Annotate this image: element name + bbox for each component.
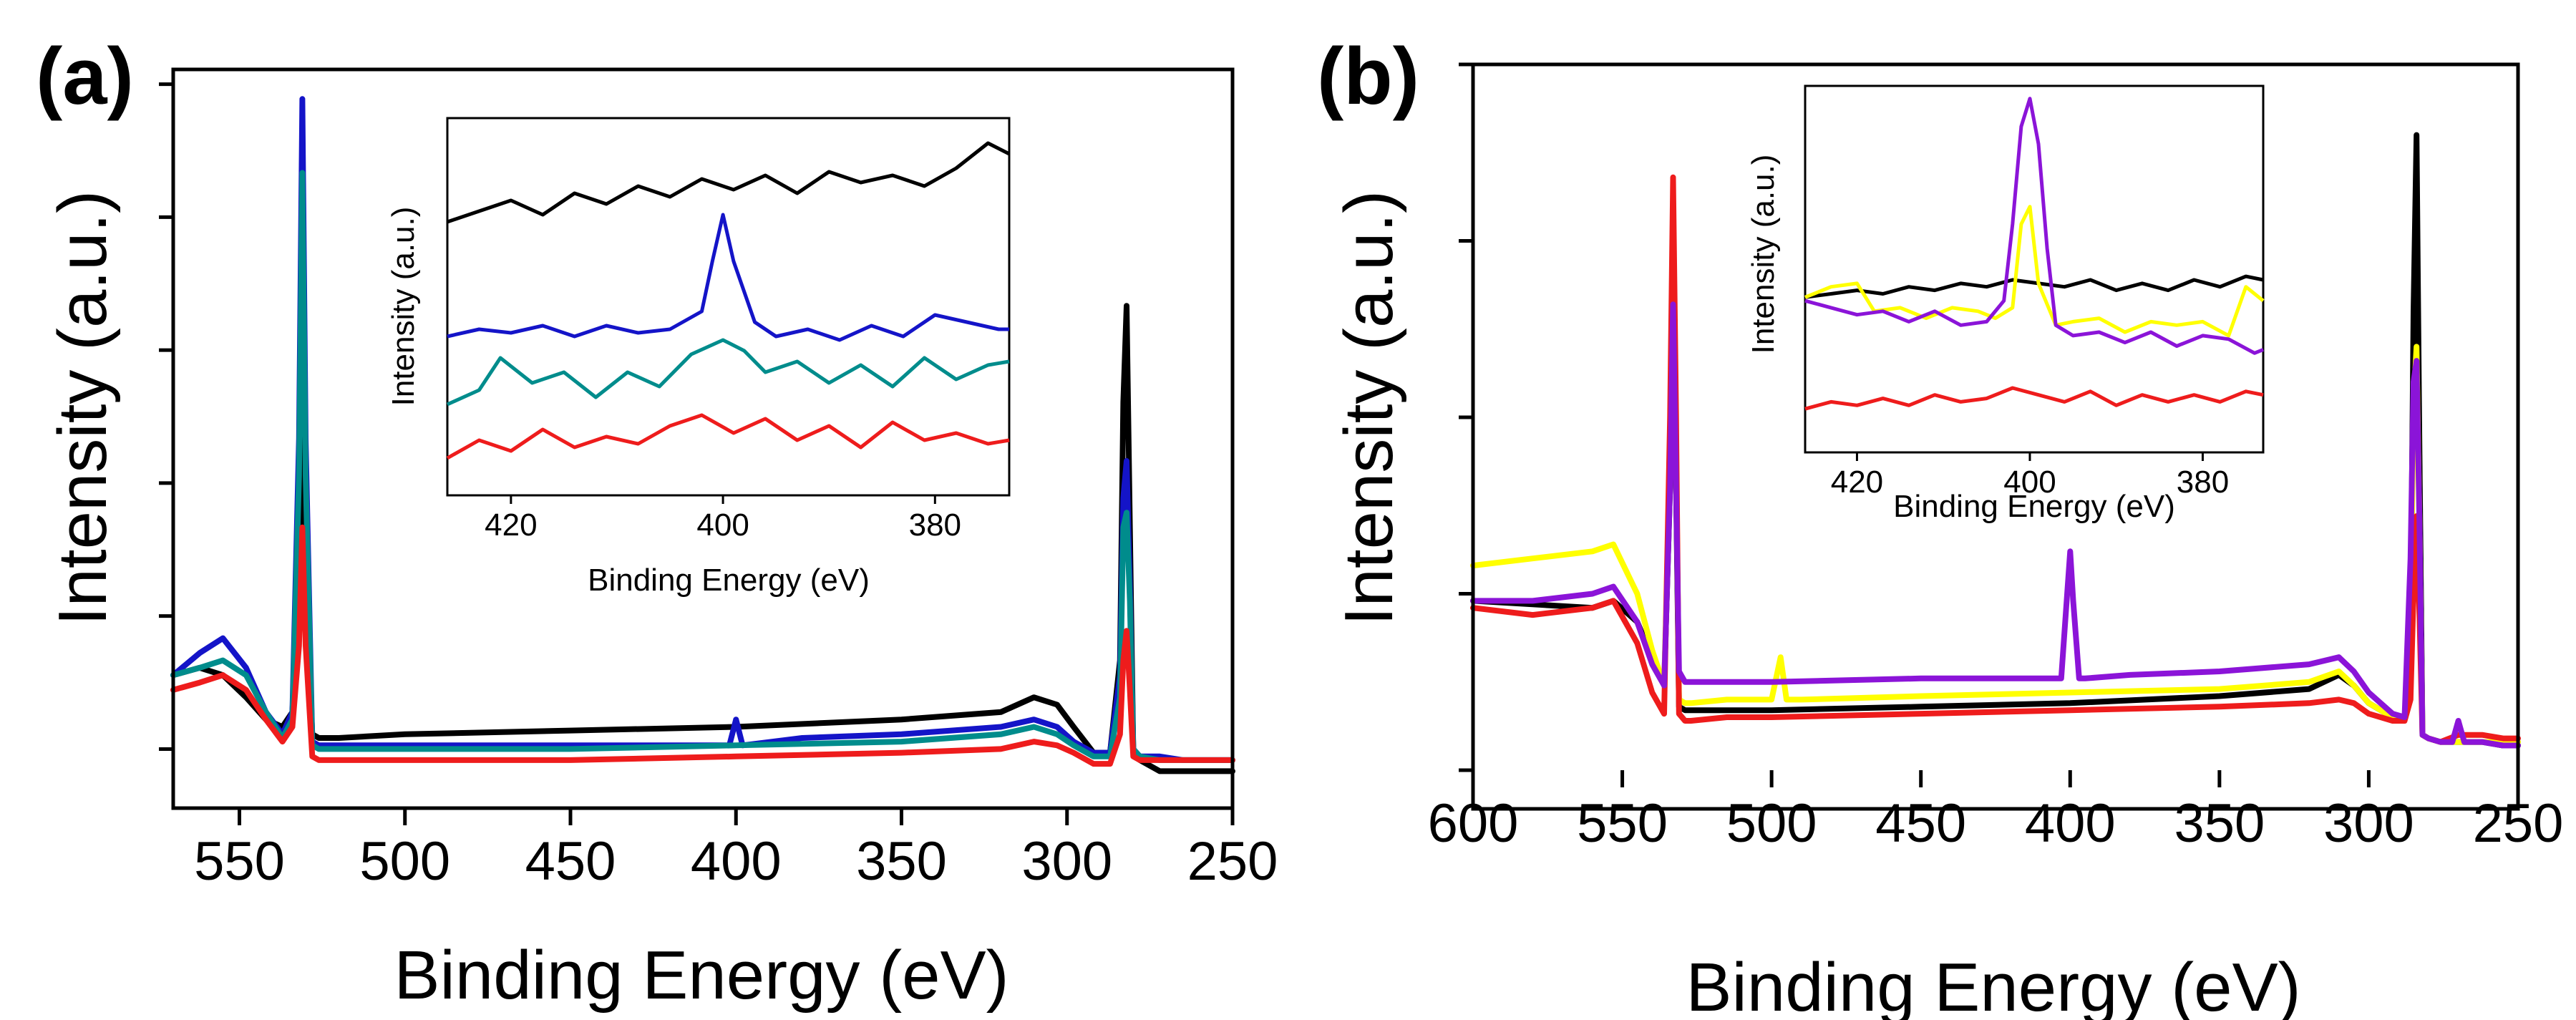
- panel-a-series-group: [170, 96, 1235, 774]
- panel-b-inset-series-yellow: [1804, 205, 2265, 338]
- panel-b-x-tick-label: 450: [1875, 793, 1966, 854]
- panel-a-inset-x-axis-title: Binding Energy (eV): [588, 563, 870, 598]
- panel-b-x-tick-label: 350: [2174, 793, 2265, 854]
- panel-b-inset-series-group: [1804, 97, 2265, 411]
- panel-b-inset-y-axis-title: Intensity (a.u.): [1746, 155, 1781, 354]
- panel-b-inset-series-red: [1804, 386, 2264, 411]
- panel-a-plot-frame: [171, 67, 1235, 810]
- panel-b-series-purple: [1470, 301, 2521, 749]
- panel-b-y-axis-title: Intensity (a.u.): [1331, 190, 1407, 626]
- panel-a-inset-series-teal: [446, 338, 1010, 407]
- panel-a-x-axis-title: Binding Energy (eV): [394, 937, 1008, 1014]
- panel-b-series-group: [1470, 132, 2521, 749]
- panel-b-label: (b): [1317, 31, 1419, 121]
- panel-b-plot-frame: [1471, 62, 2520, 811]
- panel-b-x-axis-title: Binding Energy (eV): [1686, 949, 2300, 1020]
- panel-a-ticks: 550 500 450 400 350 300 250: [159, 82, 1278, 892]
- panel-a-x-tick-label: 400: [691, 831, 782, 892]
- panel-a-x-tick-label: 300: [1021, 831, 1112, 892]
- panel-a-inset-series-blue: [447, 213, 1009, 342]
- panel-b-inset-frame: [1804, 84, 2265, 454]
- panel-a-x-tick-label: 550: [194, 831, 285, 892]
- panel-a-x-tick-label: 450: [525, 831, 616, 892]
- panel-a-inset-series-black: [447, 141, 1011, 224]
- panel-b-inset: 420 400 380 Intensity (a.u.) Binding Energ…: [1746, 84, 2265, 524]
- panel-a: (a) Intensity (a.u.) Binding Energy (eV)…: [36, 31, 1278, 1014]
- panel-a-inset-x-tick-label: 400: [696, 507, 749, 543]
- panel-a-inset-x-tick-label: 380: [909, 507, 961, 543]
- panel-b-inset-series-purple: [1804, 97, 2264, 355]
- panel-a-x-tick-label: 500: [359, 831, 450, 892]
- panel-b-inset-x-tick-label: 420: [1831, 465, 1883, 500]
- panel-a-inset-ticks: 420 400 380: [485, 495, 961, 543]
- panel-a-x-tick-label: 350: [856, 831, 947, 892]
- panel-a-series-red: [170, 524, 1235, 767]
- panel-a-x-tick-label: 250: [1187, 831, 1278, 892]
- panel-b-inset-x-tick-label: 380: [2177, 465, 2229, 500]
- panel-a-y-axis-title: Intensity (a.u.): [44, 190, 121, 626]
- panel-b-x-tick-label: 400: [2025, 793, 2116, 854]
- panel-a-inset-series-group: [446, 141, 1011, 460]
- panel-b-inset-ticks: 420 400 380: [1831, 452, 2229, 500]
- panel-b-inset-x-tick-label: 400: [2003, 465, 2056, 500]
- panel-a-label: (a): [36, 31, 134, 121]
- panel-b: (b) Intensity (a.u.) Binding Energy (eV)…: [1317, 31, 2563, 1020]
- panel-a-inset: 420 400 380 Intensity (a.u.) Binding Energ…: [386, 117, 1011, 598]
- panel-a-inset-y-axis-title: Intensity (a.u.): [386, 207, 421, 407]
- panel-b-x-tick-label: 500: [1726, 793, 1817, 854]
- panel-a-inset-series-red: [446, 413, 1010, 460]
- panel-a-inset-x-tick-label: 420: [485, 507, 537, 543]
- panel-b-ticks: 600 550 500 450 400 350 300 250: [1428, 62, 2563, 854]
- panel-b-x-tick-label: 550: [1577, 793, 1668, 854]
- panel-b-x-tick-label: 300: [2323, 793, 2414, 854]
- panel-b-inset-x-axis-title: Binding Energy (eV): [1893, 489, 2175, 524]
